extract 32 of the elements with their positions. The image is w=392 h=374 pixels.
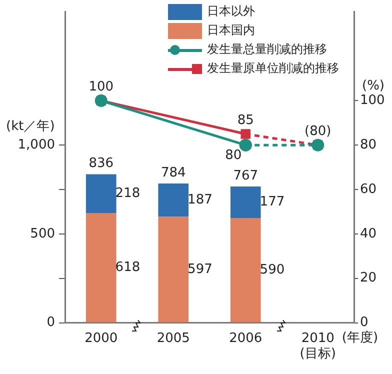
x-tick-label: 2000 xyxy=(84,330,118,346)
y2-tick-label: 40 xyxy=(360,226,377,242)
data-label: 85 xyxy=(237,112,254,128)
y2-tick-label: 0 xyxy=(360,315,368,330)
legend-label: 日本以外 xyxy=(207,3,255,20)
y-axis-title: (kt／年) xyxy=(6,118,55,134)
total-label: 836 xyxy=(88,156,114,172)
x-axis-title: (年度) xyxy=(342,330,378,346)
data-label: 590 xyxy=(260,262,285,278)
y2-tick-label: 100 xyxy=(360,93,385,108)
y-tick-label: 1,000 xyxy=(18,137,55,152)
total-label: 784 xyxy=(160,165,186,180)
legend-label: 发生量总量削减的推移 xyxy=(207,41,327,58)
data-label: 100 xyxy=(88,80,114,95)
y2-tick-label: 80 xyxy=(360,137,377,152)
x-tick-label: 2005 xyxy=(156,330,190,346)
legend-label: 发生量原单位削减的推移 xyxy=(207,60,339,77)
data-label: (80) xyxy=(304,124,332,139)
x-tick-label: 2006 xyxy=(229,330,262,346)
data-label: 177 xyxy=(260,194,285,210)
y2-axis-title: (%) xyxy=(362,78,384,94)
data-label: 80 xyxy=(225,148,242,163)
data-label: 597 xyxy=(188,262,212,277)
data-label: 618 xyxy=(115,260,140,276)
y2-tick-label: 20 xyxy=(360,270,377,286)
legend-label: 日本国内 xyxy=(207,22,255,39)
x-tick-label: 2010 (目标) xyxy=(300,330,336,362)
y2-tick-label: 60 xyxy=(360,182,377,197)
total-label: 767 xyxy=(233,168,258,184)
data-label: 187 xyxy=(188,192,212,208)
y-tick-label: 0 xyxy=(46,315,55,330)
y-tick-label: 500 xyxy=(30,226,55,242)
